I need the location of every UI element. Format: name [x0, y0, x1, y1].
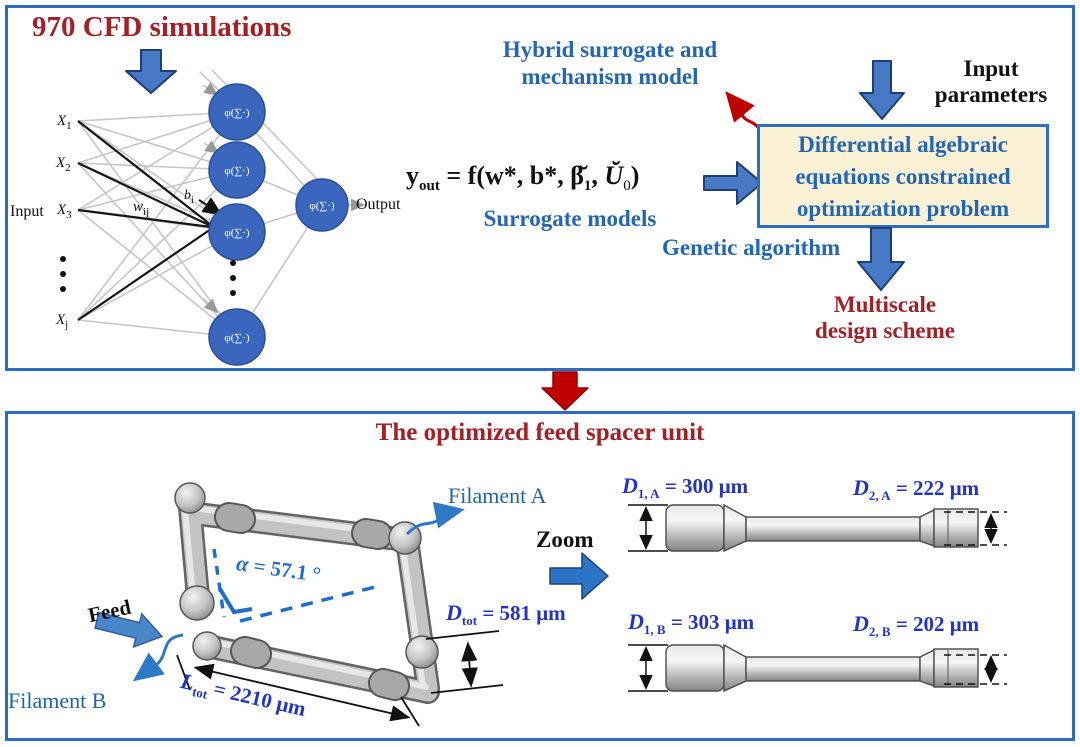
nn-input-x1: X1 [57, 113, 72, 132]
neuron-label: φ(∑·) [224, 107, 250, 119]
filament-a-dimension-left [628, 504, 668, 552]
filament-b-label: Filament B [8, 688, 107, 713]
angle-annotation [212, 548, 380, 623]
neuron-label: φ(∑·) [224, 165, 250, 177]
filament-a-dimension-right [944, 511, 1007, 546]
nn-weight-label: wij [133, 199, 150, 218]
bottom-panel [5, 411, 1075, 741]
neuron-label: φ(∑·) [309, 200, 335, 212]
nn-input-label: Input [10, 203, 44, 220]
d1b-label: D1, B = 303 μm [628, 609, 755, 638]
red-squiggle-arrow-icon [725, 91, 762, 131]
d2b-label: D2, B = 202 μm [853, 611, 980, 640]
neuron-label: φ(∑·) [224, 227, 250, 239]
feed-arrow-icon [94, 611, 164, 649]
nn-output-label: Output [356, 196, 401, 213]
d1a-label: D1, A = 300 μm [622, 473, 749, 502]
nn-input-x2: X2 [56, 155, 71, 174]
zoom-right-arrow-icon [549, 552, 609, 600]
nn-input-xj: Xj [56, 312, 69, 331]
genetic-algorithm-label: Genetic algorithm [662, 235, 841, 260]
neural-network-diagram: φ(∑·) φ(∑·) φ(∑·) φ(∑·) φ(∑·) [77, 69, 366, 366]
dtot-dimension [425, 630, 504, 694]
filament-b-drawing [665, 643, 979, 693]
nn-input-ellipsis [60, 256, 66, 292]
surrogate-equation: yout = f(w*, b*, β̆1, Ŭ0) [406, 161, 640, 195]
filament-b-dimension-left [628, 644, 668, 692]
cfd-simulations-heading: 970 CFD simulations [32, 11, 292, 43]
ltot-dimension [176, 654, 420, 727]
down-arrow-icon [125, 49, 177, 94]
right-arrow-icon [703, 161, 763, 205]
bottom-panel-title: The optimized feed spacer unit [375, 419, 705, 446]
multiscale-design-label: Multiscale design scheme [815, 292, 955, 343]
input-parameters-label: Input parameters [934, 56, 1048, 107]
spacer-unit-3d-render [94, 482, 504, 727]
surrogate-models-label: Surrogate models [483, 206, 657, 231]
down-arrow-icon [857, 227, 905, 291]
filament-a-pointer [405, 501, 465, 536]
dae-optimization-box: Differential algebraic equations constra… [757, 124, 1049, 228]
filament-a-drawing [665, 503, 979, 553]
filament-diagrams [628, 503, 1007, 693]
hybrid-model-heading: Hybrid surrogate and mechanism model [502, 37, 718, 89]
nn-bias-label: bi [184, 188, 194, 206]
zoom-label: Zoom [536, 527, 594, 552]
nn-neuron-labels: φ(∑·) φ(∑·) φ(∑·) φ(∑·) φ(∑·) [224, 107, 335, 344]
d2a-label: D2, A = 222 μm [853, 475, 980, 504]
filament-b-pointer [132, 633, 184, 682]
down-arrow-icon [859, 60, 905, 120]
filament-b-dimension-right [944, 654, 1007, 685]
nn-black-edges [77, 120, 223, 321]
nn-neurons [208, 83, 349, 366]
dtot-label: Dtot = 581 μm [446, 600, 566, 629]
red-down-arrow-icon [541, 371, 589, 411]
nn-input-x3: X3 [57, 202, 72, 221]
filament-a-label: Filament A [448, 483, 547, 508]
neuron-label: φ(∑·) [224, 332, 250, 344]
nn-hidden-ellipsis [230, 260, 236, 296]
